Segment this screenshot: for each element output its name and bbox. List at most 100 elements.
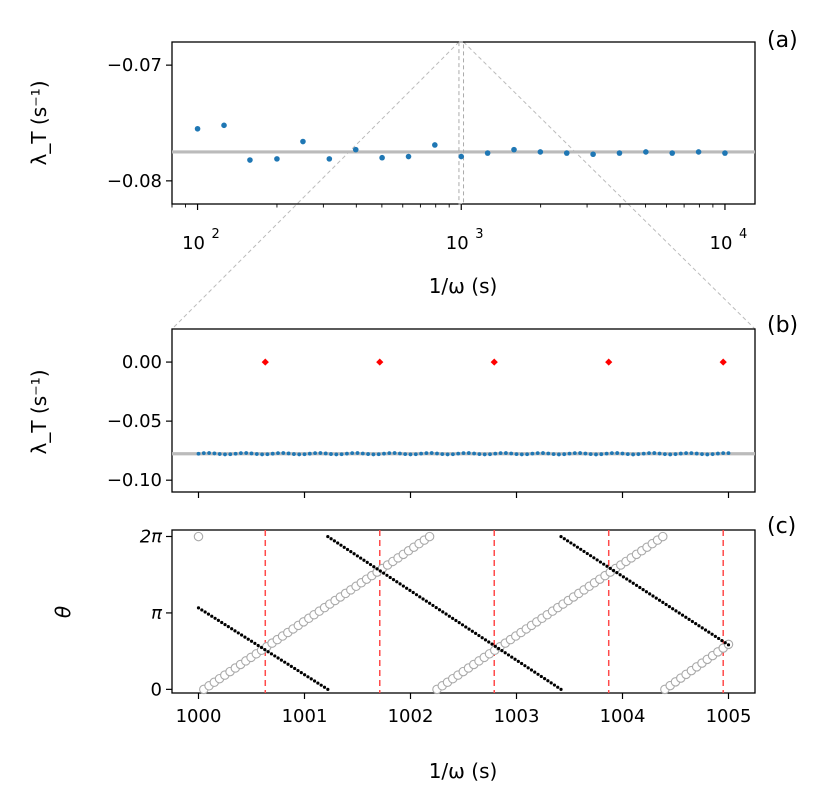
dot-point — [523, 664, 527, 668]
dot-point — [216, 618, 220, 622]
dot-point — [565, 539, 570, 543]
data-point — [196, 451, 201, 456]
data-point — [643, 149, 649, 155]
dot-point — [638, 585, 642, 590]
dot-point — [269, 652, 274, 656]
dot-point — [316, 681, 320, 685]
dot-point — [552, 683, 557, 687]
panel-c-y-ticks: 0 π 2π — [140, 526, 172, 700]
dot-point — [641, 588, 645, 592]
panel-a-x-ticks: 10 2 10 3 10 4 — [171, 204, 747, 254]
data-point — [371, 452, 376, 457]
panel-b-y-axis-label: λ_T (s⁻¹) — [27, 369, 51, 454]
data-point — [616, 150, 623, 156]
dot-point — [246, 637, 250, 641]
x-tick-label: 1005 — [706, 706, 752, 727]
x-tick-exponent: 3 — [475, 227, 483, 242]
data-point — [610, 451, 614, 456]
dot-point — [621, 575, 626, 579]
dot-point — [408, 588, 412, 592]
dot-point — [362, 558, 366, 562]
data-point — [525, 452, 529, 457]
data-point — [530, 451, 535, 456]
dot-point — [329, 537, 333, 541]
dot-point — [717, 636, 721, 641]
data-point — [313, 451, 317, 456]
panel-c-x-ticks: 1000 1001 1002 1003 1004 1005 — [176, 693, 752, 727]
data-point — [366, 452, 370, 456]
data-point — [583, 451, 588, 456]
data-point — [339, 452, 344, 457]
data-point — [382, 451, 386, 456]
data-point — [599, 452, 604, 457]
dot-point — [226, 625, 230, 629]
data-point — [445, 452, 450, 457]
data-point — [276, 451, 280, 456]
dot-point — [372, 565, 376, 569]
dot-point — [500, 649, 504, 653]
data-point — [700, 452, 704, 457]
dot-point — [312, 679, 317, 683]
dot-point — [677, 611, 681, 615]
panel-a-frame — [171, 41, 756, 205]
data-point — [456, 451, 461, 456]
dot-point — [332, 539, 336, 543]
dot-point — [687, 617, 691, 621]
panel-a-label: (a) — [767, 28, 798, 53]
x-tick-label: 1004 — [600, 706, 646, 727]
data-point — [440, 452, 445, 457]
dot-point — [398, 582, 402, 586]
data-point — [318, 451, 323, 455]
resonance-marker — [490, 358, 498, 366]
data-point — [379, 154, 385, 161]
data-point — [726, 451, 731, 455]
dot-point — [480, 636, 484, 640]
dot-point — [726, 643, 731, 647]
dot-point — [520, 661, 524, 666]
dot-point — [395, 580, 399, 584]
data-point — [270, 451, 275, 456]
data-point — [254, 452, 259, 456]
zoom-window-rect — [458, 41, 465, 205]
data-point — [535, 451, 540, 456]
data-point — [493, 451, 498, 456]
data-point — [498, 451, 503, 456]
dot-point — [605, 564, 609, 568]
data-point — [663, 452, 667, 457]
dot-point — [421, 597, 425, 601]
dot-point — [196, 606, 201, 610]
dot-point — [299, 671, 303, 675]
data-point — [668, 452, 673, 457]
data-point — [721, 451, 726, 455]
panel-c: 0 π 2π 1000 1001 1002 1003 1004 1005 (c) 1/ω (s… — [51, 514, 796, 783]
data-point — [678, 451, 683, 456]
dot-point — [723, 641, 727, 645]
data-point — [572, 451, 577, 456]
dot-point — [579, 547, 583, 551]
zoom-connector-lines — [171, 41, 756, 330]
dot-point — [628, 579, 632, 583]
dot-point — [694, 622, 698, 626]
dot-point — [256, 643, 260, 648]
data-point — [625, 452, 630, 457]
dot-point — [203, 610, 207, 614]
dot-point — [562, 537, 566, 541]
dot-point — [263, 648, 267, 652]
dot-point — [690, 619, 694, 624]
panel-c-y-axis-label: θ — [51, 606, 75, 618]
x-tick-label: 10 — [446, 233, 469, 254]
dot-point — [631, 581, 635, 585]
open-circle-point — [658, 531, 668, 542]
dot-point — [283, 660, 287, 664]
dot-point — [602, 562, 606, 566]
dot-point — [447, 614, 451, 618]
data-point — [432, 142, 438, 148]
panel-b: 0.00 −0.05 −0.10 (b) λ_T (s⁻¹) — [27, 313, 798, 498]
y-tick-label: π — [151, 603, 163, 624]
dot-point — [533, 670, 537, 674]
dot-point — [483, 638, 488, 642]
panel-b-x-ticks — [197, 492, 730, 498]
dot-point — [368, 562, 373, 567]
panel-c-open-circles — [193, 531, 734, 695]
dot-point — [210, 614, 214, 618]
